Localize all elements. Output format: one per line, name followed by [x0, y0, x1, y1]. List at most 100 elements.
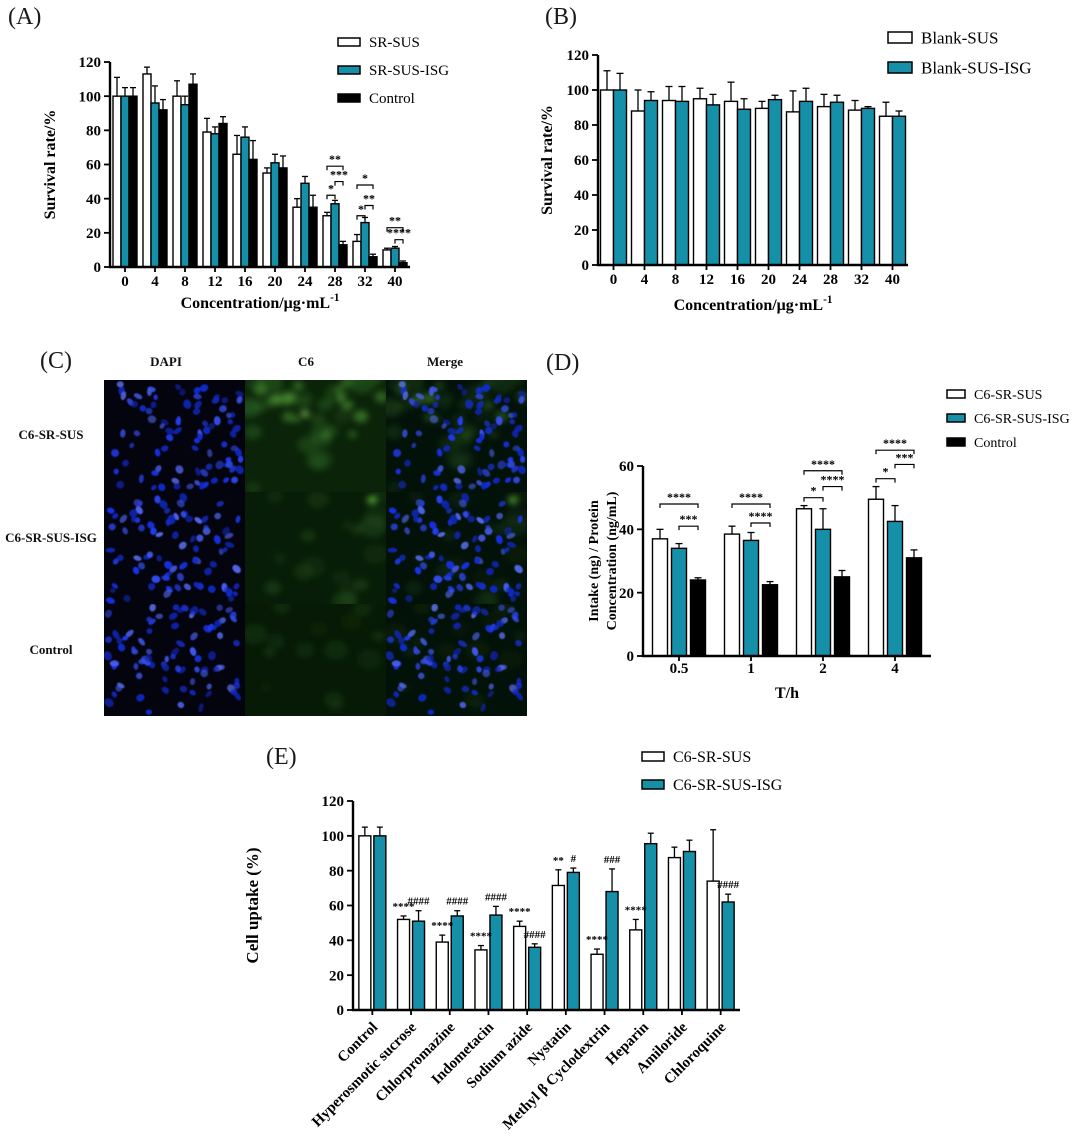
chart-b-survival-rate-blank: 0 20 40 60 80 100 120 0 4 8 12 16 20 24 28 32 40 Survival… — [540, 28, 1032, 314]
cell-nucleus — [386, 698, 396, 707]
cell-nucleus — [196, 534, 204, 542]
cell-nucleus — [139, 405, 147, 412]
significance-label: ### — [604, 854, 621, 866]
c6-blob — [307, 492, 329, 508]
bar — [368, 256, 378, 268]
cell-nucleus — [153, 394, 158, 401]
y-tick-label: 40 — [329, 933, 344, 949]
cell-nucleus — [173, 482, 181, 490]
bar — [435, 941, 449, 1011]
cell-nucleus — [489, 449, 495, 458]
cell-nucleus — [146, 551, 154, 558]
c6-blob — [372, 631, 385, 642]
cell-nucleus — [165, 427, 175, 435]
cell-nucleus — [512, 445, 520, 452]
cell-nucleus — [105, 597, 115, 604]
bar — [814, 528, 832, 657]
cell-nucleus — [447, 427, 457, 435]
cell-nucleus — [418, 672, 425, 680]
cell-nucleus — [497, 460, 506, 470]
bar — [262, 172, 272, 268]
cell-nucleus — [415, 393, 425, 400]
c6-blob — [272, 604, 291, 614]
cell-nucleus — [150, 527, 157, 535]
cell-nucleus — [183, 399, 192, 409]
bar — [330, 203, 340, 268]
merge-glow — [513, 631, 526, 642]
cell-nucleus — [458, 572, 466, 582]
cell-nucleus — [192, 545, 199, 553]
cell-nucleus — [171, 477, 180, 484]
x-tick-label: 28 — [328, 274, 343, 290]
bar — [721, 901, 735, 1011]
cell-nucleus — [404, 459, 411, 467]
cell-nucleus — [511, 611, 519, 620]
cell-nucleus — [176, 572, 184, 582]
cell-nucleus — [404, 635, 411, 641]
cell-nucleus — [441, 423, 447, 429]
significance-label: **** — [387, 226, 411, 240]
cell-nucleus — [420, 637, 428, 646]
cell-nucleus — [398, 637, 405, 645]
legend-swatch — [337, 93, 361, 103]
cell-nucleus — [482, 669, 491, 678]
c6-blob — [271, 637, 285, 649]
bar — [661, 99, 677, 266]
micro-cell-bg — [104, 380, 245, 492]
cell-nucleus — [517, 465, 526, 475]
cell-nucleus — [179, 493, 187, 501]
cell-nucleus — [514, 424, 523, 433]
cell-nucleus — [489, 585, 498, 593]
bar — [112, 95, 122, 268]
legend-swatch — [887, 31, 913, 44]
cell-nucleus — [458, 499, 467, 508]
bar — [705, 104, 721, 266]
bar — [390, 247, 400, 268]
bar — [270, 162, 280, 268]
c6-blob — [317, 398, 333, 411]
cell-nucleus — [517, 390, 526, 397]
bar — [128, 95, 138, 268]
cell-nucleus — [179, 388, 186, 396]
cell-nucleus — [413, 515, 419, 523]
cell-nucleus — [235, 390, 244, 397]
cell-nucleus — [111, 448, 120, 458]
cell-nucleus — [453, 622, 462, 630]
merge-glow — [434, 381, 445, 390]
cell-nucleus — [387, 636, 394, 643]
cell-nucleus — [507, 607, 515, 613]
cell-nucleus — [221, 441, 228, 448]
panel-a-label: (A) — [8, 4, 42, 30]
cell-nucleus — [450, 612, 460, 620]
cell-nucleus — [477, 467, 483, 476]
legend-swatch — [946, 413, 966, 423]
cell-nucleus — [492, 477, 501, 484]
y-tick-label: 100 — [322, 829, 345, 845]
bar — [761, 584, 779, 657]
cell-nucleus — [467, 515, 476, 523]
c6-bright-blob — [266, 394, 281, 407]
bar — [644, 842, 658, 1011]
cell-nucleus — [163, 589, 172, 598]
y-axis-title: Cell uptake (%) — [243, 847, 262, 963]
c6-blob — [324, 640, 349, 660]
cell-nucleus — [420, 474, 426, 484]
significance-label: ** — [389, 214, 401, 228]
cell-nucleus — [234, 677, 240, 686]
cell-nucleus — [116, 480, 125, 489]
significance-label: **** — [739, 490, 763, 504]
legend-label: SR-SUS — [369, 35, 420, 51]
merge-glow — [504, 544, 527, 565]
bar — [674, 100, 690, 266]
c6-blob — [357, 649, 382, 669]
cell-nucleus — [181, 511, 187, 518]
panel-c-label: (C) — [40, 348, 72, 374]
cell-nucleus — [200, 468, 209, 477]
cell-nucleus — [192, 557, 199, 564]
x-tick-label: 40 — [885, 272, 900, 288]
c6-blob — [353, 604, 372, 617]
bar — [248, 158, 258, 268]
y-tick-label: 20 — [86, 226, 101, 242]
cell-nucleus — [429, 521, 437, 530]
cell-nucleus — [135, 506, 143, 515]
